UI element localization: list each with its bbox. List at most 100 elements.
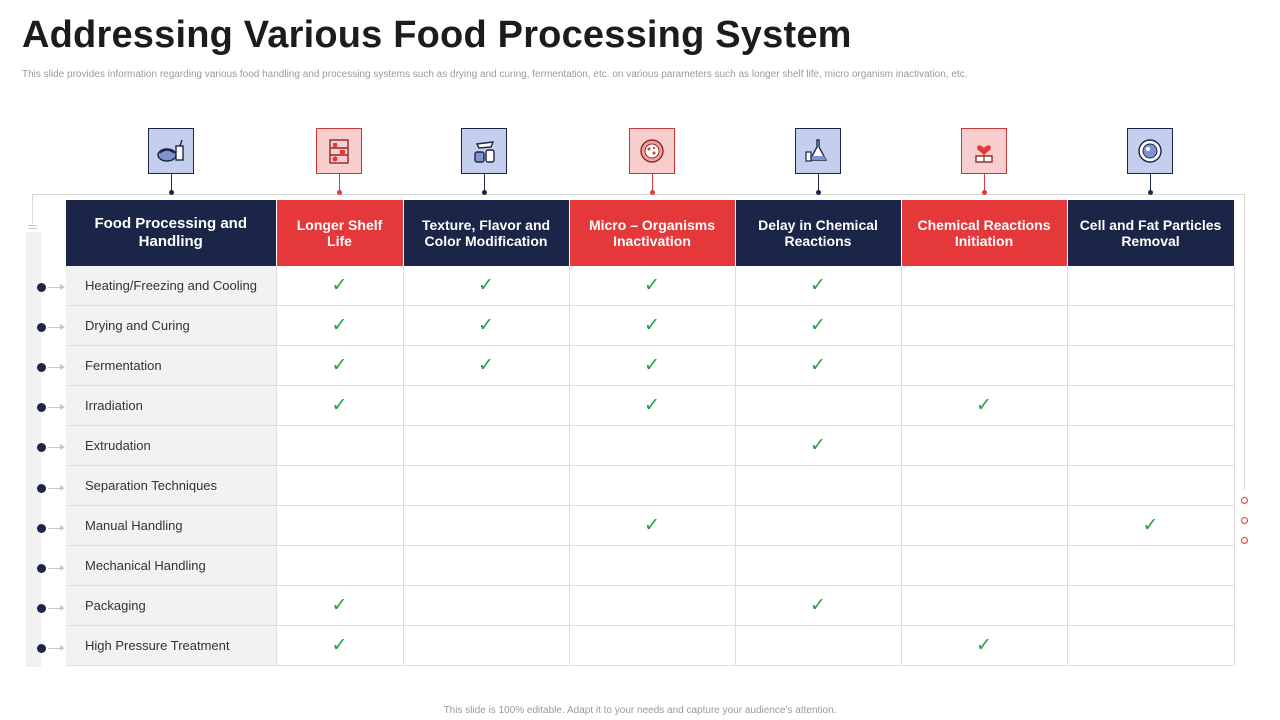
table-cell [569, 425, 736, 466]
table-cell [1067, 465, 1235, 506]
row-bullet-dot [37, 363, 46, 372]
table-cell: ✓ [403, 305, 570, 346]
check-mark-icon: ✓ [478, 275, 494, 296]
check-mark-icon: ✓ [644, 275, 660, 296]
row-label: Manual Handling [66, 505, 277, 546]
icon-stem-dot [982, 190, 987, 195]
check-mark-icon: ✓ [331, 595, 348, 616]
icon-stem [984, 174, 985, 192]
spice-jars-icon [461, 128, 507, 174]
row-arrow-icon [48, 485, 65, 491]
chemistry-flask-icon [795, 128, 841, 174]
table-cell [403, 625, 570, 666]
table-row: High Pressure Treatment ✓ ✓ [66, 625, 1235, 666]
table-cell [901, 465, 1068, 506]
check-mark-icon: ✓ [331, 395, 348, 416]
table-cell [735, 385, 902, 426]
column-header-cell-fat-removal: Cell and Fat Particles Removal [1067, 200, 1235, 266]
icon-stem [484, 174, 485, 192]
row-label: Fermentation [66, 345, 277, 386]
table-cell [569, 585, 736, 626]
table-cell [403, 585, 570, 626]
pantry-shelf-icon [316, 128, 362, 174]
icon-stem [339, 174, 340, 192]
table-cell: ✓ [735, 305, 902, 346]
row-arrow-icon [48, 525, 65, 531]
table-row: Fermentation ✓ ✓ ✓ ✓ [66, 345, 1235, 386]
table-cell: ✓ [569, 305, 736, 346]
row-arrow-icon [48, 444, 65, 450]
check-mark-icon: ✓ [810, 315, 826, 336]
column-header-delay-chemical-reactions: Delay in Chemical Reactions [735, 200, 902, 266]
check-mark-icon: ✓ [644, 355, 660, 376]
row-bullet-dot [37, 524, 46, 533]
decorative-circle [1241, 537, 1248, 544]
table-cell: ✓ [276, 305, 404, 346]
check-mark-icon: ✓ [976, 395, 992, 416]
decorative-circle [1241, 517, 1248, 524]
row-bullet-dot [37, 443, 46, 452]
row-bullet-dot [37, 283, 46, 292]
table-cell: ✓ [276, 585, 404, 626]
icon-stem [652, 174, 653, 192]
table-cell: ✓ [403, 345, 570, 386]
left-rail [26, 232, 41, 667]
icon-stem-dot [816, 190, 821, 195]
check-mark-icon: ✓ [810, 435, 826, 456]
food-drink-icon [148, 128, 194, 174]
table-cell [1067, 545, 1235, 586]
row-bullet-dot [37, 604, 46, 613]
table-cell: ✓ [569, 345, 736, 386]
table-row: Irradiation ✓ ✓ ✓ [66, 385, 1235, 426]
connector-line-right [1244, 194, 1245, 490]
row-bullet-dot [37, 403, 46, 412]
column-header-longer-shelf-life: Longer Shelf Life [276, 200, 404, 266]
decorative-circle [1241, 497, 1248, 504]
table-row: Extrudation ✓ [66, 425, 1235, 466]
table-cell [901, 425, 1068, 466]
table-cell: ✓ [1067, 505, 1235, 546]
table-cell: ✓ [569, 266, 736, 306]
table-cell [735, 545, 902, 586]
table-cell [276, 425, 404, 466]
table-cell [403, 505, 570, 546]
row-label: Packaging [66, 585, 277, 626]
row-label: Mechanical Handling [66, 545, 277, 586]
table-row: Separation Techniques [66, 465, 1235, 506]
table-cell: ✓ [735, 585, 902, 626]
check-mark-icon: ✓ [331, 275, 348, 296]
check-mark-icon: ✓ [331, 315, 348, 336]
table-cell: ✓ [569, 505, 736, 546]
icon-stem-dot [482, 190, 487, 195]
table-cell [901, 585, 1068, 626]
table-cell [276, 545, 404, 586]
table-cell: ✓ [735, 425, 902, 466]
row-arrow-icon [48, 404, 65, 410]
table-cell [276, 465, 404, 506]
icon-stem [171, 174, 172, 192]
icon-stem-dot [169, 190, 174, 195]
plate-cell-icon [1127, 128, 1173, 174]
row-arrow-icon [48, 605, 65, 611]
table-cell: ✓ [901, 385, 1068, 426]
table-cell [901, 505, 1068, 546]
table-row: Heating/Freezing and Cooling ✓ ✓ ✓ ✓ [66, 266, 1235, 306]
table-cell [1067, 425, 1235, 466]
check-mark-icon: ✓ [644, 515, 660, 536]
table-cell: ✓ [276, 266, 404, 306]
connector-line-left [32, 194, 33, 224]
row-arrow-icon [48, 364, 65, 370]
icon-stem [1150, 174, 1151, 192]
row-bullet-dot [37, 644, 46, 653]
table-cell [735, 505, 902, 546]
table-cell [403, 545, 570, 586]
check-mark-icon: ✓ [976, 635, 992, 656]
check-mark-icon: ✓ [478, 315, 494, 336]
table-cell [901, 266, 1068, 306]
check-mark-icon: ✓ [644, 395, 660, 416]
table-cell: ✓ [735, 266, 902, 306]
check-mark-icon: ✓ [810, 275, 826, 296]
table-cell [901, 545, 1068, 586]
table-row: Mechanical Handling [66, 545, 1235, 586]
footer-note: This slide is 100% editable. Adapt it to… [443, 705, 837, 716]
